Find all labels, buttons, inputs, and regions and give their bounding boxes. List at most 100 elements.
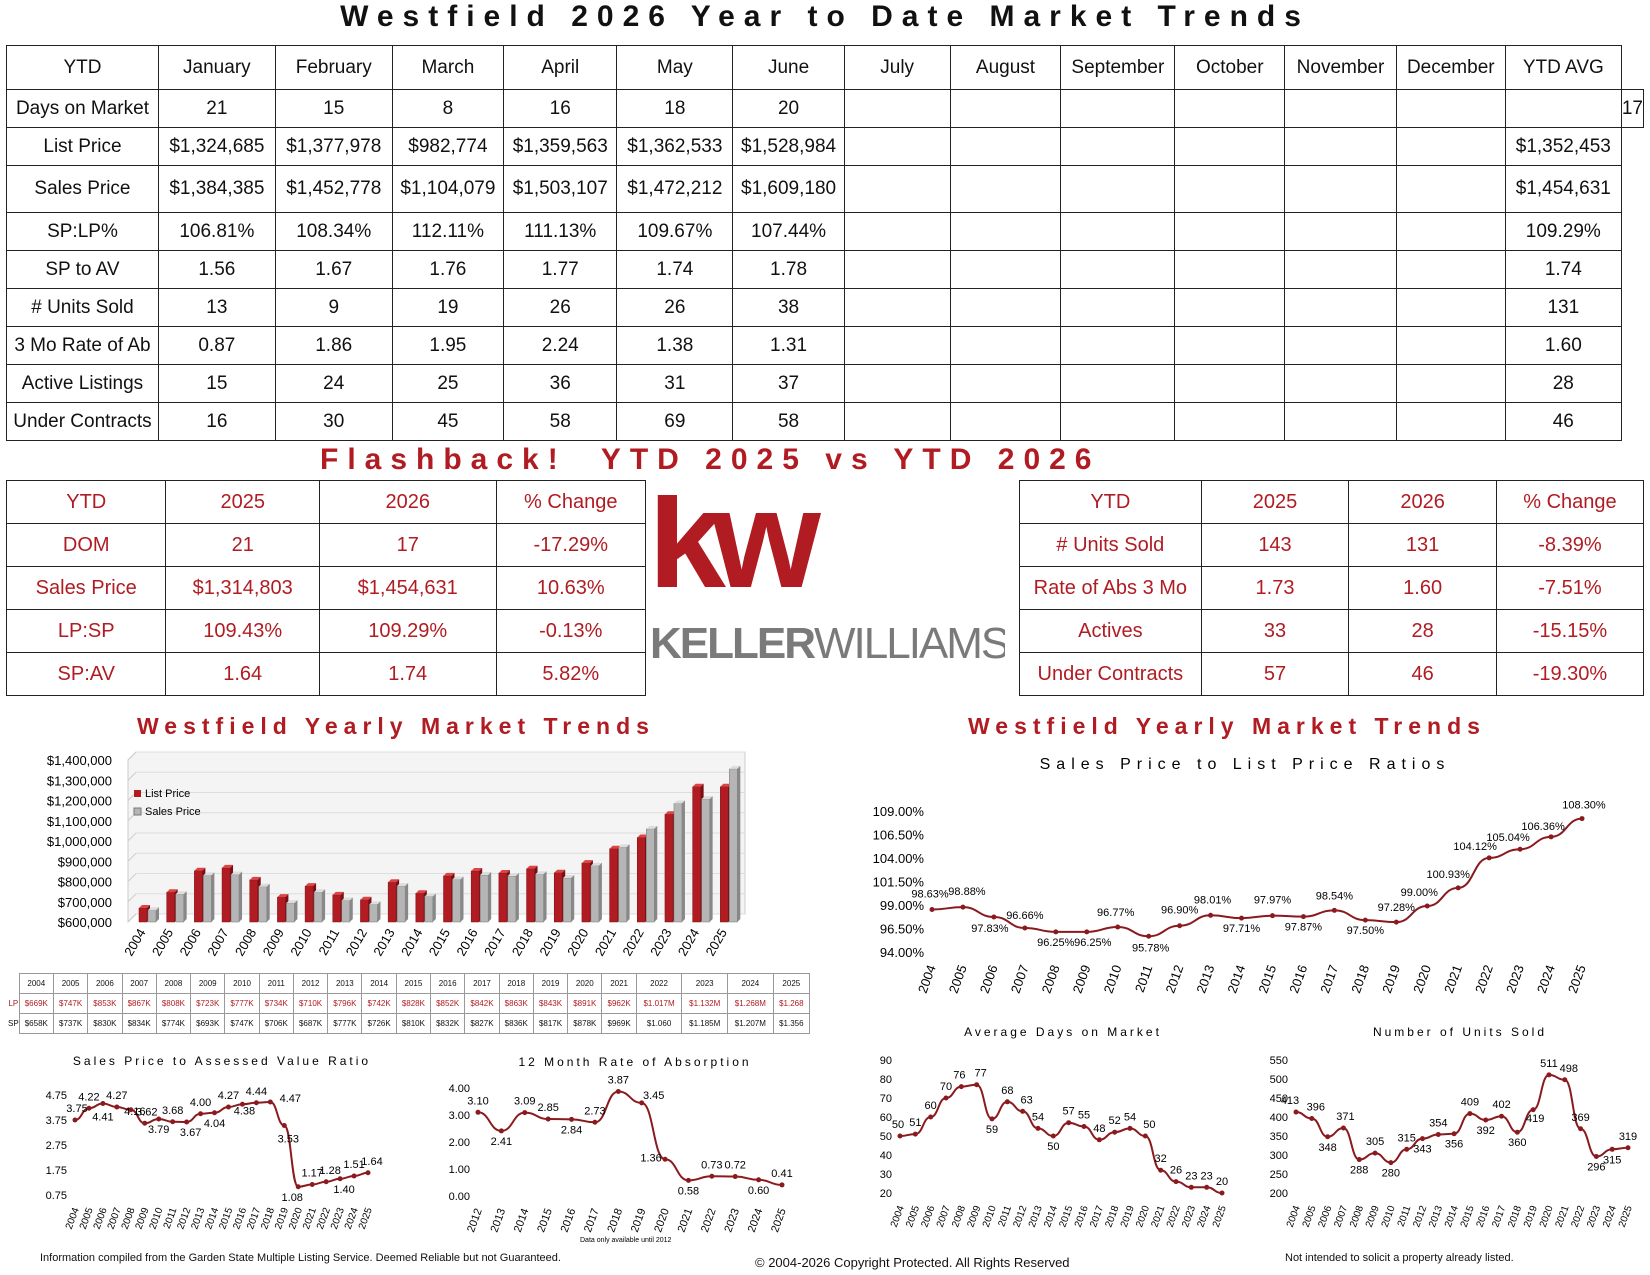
ytd-cell — [843, 212, 951, 251]
bar-top — [305, 883, 317, 887]
lpsp-corner — [8, 974, 19, 994]
section-title-left: Westfield Yearly Market Trends — [137, 713, 655, 739]
flashback-cell: SP:AV — [5, 652, 167, 696]
line-data-label: 50 — [1047, 1141, 1059, 1153]
line-point-2008 — [958, 1084, 964, 1090]
ytd-cell: $1,362,533 — [616, 127, 734, 166]
line-data-label: 63 — [1021, 1094, 1033, 1106]
line-data-label: 98.88% — [948, 886, 986, 898]
ytd-header-cell: November — [1284, 45, 1397, 90]
bar-grid-line — [127, 873, 137, 882]
line-point-2005 — [912, 1131, 918, 1137]
line-point-2011 — [1004, 1099, 1010, 1105]
ytd-cell: $1,452,778 — [274, 165, 393, 213]
flashback-cell: DOM — [5, 523, 167, 567]
bar-xtick: 2012 — [343, 926, 370, 959]
bar-sales-2025 — [729, 768, 738, 923]
flashback-row: LP:SP 109.43% 109.29% -0.13% — [5, 609, 646, 653]
line-data-label: 99.00% — [1401, 887, 1439, 899]
flashback-cell: $1,314,803 — [165, 566, 320, 610]
line-point-2015 — [1066, 1120, 1072, 1126]
line-data-label: 55 — [1078, 1110, 1090, 1122]
ytd-header-cell: February — [274, 45, 393, 90]
lpsp-cell: $777K — [224, 993, 260, 1014]
ytd-cell — [949, 212, 1062, 251]
bar-list-2014 — [415, 892, 425, 923]
line-data-label: 0.73 — [701, 1159, 722, 1171]
flashback-cell: 21 — [165, 523, 320, 567]
line-point-2025 — [1625, 1145, 1631, 1151]
bar-top — [166, 889, 178, 893]
bar-top — [507, 873, 519, 877]
line-point-2021 — [1158, 1167, 1164, 1173]
ytd-cell — [1060, 165, 1176, 213]
line-point-2012 — [475, 1109, 481, 1115]
lpsp-cell: $742K — [361, 993, 397, 1014]
ytd-cell — [1060, 288, 1176, 327]
line-point-2008 — [128, 1107, 134, 1113]
line-data-label: 0.58 — [678, 1185, 699, 1197]
ytd-cell: 18 — [616, 89, 734, 128]
line-data-label: 296 — [1587, 1162, 1605, 1174]
footer-left: Information compiled from the Garden Sta… — [40, 1252, 561, 1264]
line-point-2024 — [1548, 834, 1554, 840]
lpsp-cell: $747K — [52, 993, 89, 1014]
line-data-label: 1.36 — [640, 1152, 661, 1164]
ytd-cell — [1174, 402, 1286, 441]
flashback-cell: -8.39% — [1495, 523, 1645, 567]
bar-sales-2012 — [369, 904, 378, 923]
ytd-avg-cell: 17 — [1620, 89, 1645, 128]
bar-grid-line — [127, 832, 137, 842]
ytd-cell: 112.11% — [391, 212, 505, 251]
line-xtick: 2022 — [699, 1207, 719, 1234]
line-data-label: 54 — [1124, 1111, 1136, 1123]
line-point-2018 — [1112, 1129, 1118, 1135]
ytd-cell — [1395, 402, 1506, 441]
line-ytick: 96.50% — [880, 922, 925, 937]
line-point-2019 — [1393, 919, 1399, 925]
footer-center: © 2004-2026 Copyright Protected. All Rig… — [755, 1255, 1070, 1270]
line-point-2012 — [1419, 1136, 1425, 1142]
line-data-label: 97.97% — [1254, 895, 1292, 907]
ytd-cell: 36 — [503, 364, 618, 403]
line-data-label: 4.04 — [204, 1118, 225, 1130]
line-ytick: 0.75 — [46, 1190, 67, 1202]
line-data-label: 369 — [1571, 1112, 1589, 1124]
bar-top — [664, 811, 676, 815]
line-point-2007 — [943, 1095, 949, 1101]
line-ytick: 104.00% — [873, 851, 925, 866]
bar-side — [571, 875, 575, 922]
bar-list-2015 — [443, 875, 452, 923]
line-xtick: 2025 — [1211, 1204, 1229, 1229]
line-point-2006 — [928, 1114, 934, 1120]
line-point-2024 — [1204, 1184, 1210, 1190]
bar-top — [581, 860, 593, 864]
ytd-cell: 45 — [391, 402, 505, 441]
lpsp-year: 2008 — [155, 973, 192, 994]
ytd-cell — [1174, 326, 1286, 365]
line-ytick: 80 — [880, 1074, 892, 1086]
line-ytick: 200 — [1270, 1188, 1288, 1200]
ytd-cell: $1,503,107 — [503, 165, 618, 213]
line-point-2019 — [281, 1123, 287, 1128]
ytd-cell — [949, 402, 1062, 441]
bar-list-2013 — [387, 882, 397, 923]
line-point-2004 — [72, 1117, 78, 1123]
flashback-cell: 1.74 — [318, 652, 497, 696]
line-point-2025 — [1219, 1190, 1225, 1196]
legend-list-label: List Price — [145, 788, 190, 800]
flashback-cell: Sales Price — [5, 566, 167, 610]
ytd-header-cell: August — [949, 45, 1062, 90]
lpsp-cell: $853K — [87, 993, 123, 1014]
line-ytick: 90 — [880, 1055, 892, 1067]
bar-top — [341, 897, 353, 901]
ytd-row-label: 3 Mo Rate of Ab — [6, 326, 159, 365]
line-xtick: 2025 — [769, 1207, 789, 1234]
flashback-header-cell: 2025 — [1200, 480, 1350, 524]
ytd-row: 3 Mo Rate of Ab 0.87 1.86 1.95 2.24 1.38 1.31 1… — [6, 326, 1644, 365]
line-data-label: 96.25% — [1074, 937, 1112, 949]
lpsp-year: 2017 — [464, 973, 500, 994]
line-ytick: 20 — [880, 1188, 892, 1200]
lpsp-cell: $842K — [464, 993, 500, 1014]
line-data-label: 3.75 — [66, 1103, 87, 1115]
